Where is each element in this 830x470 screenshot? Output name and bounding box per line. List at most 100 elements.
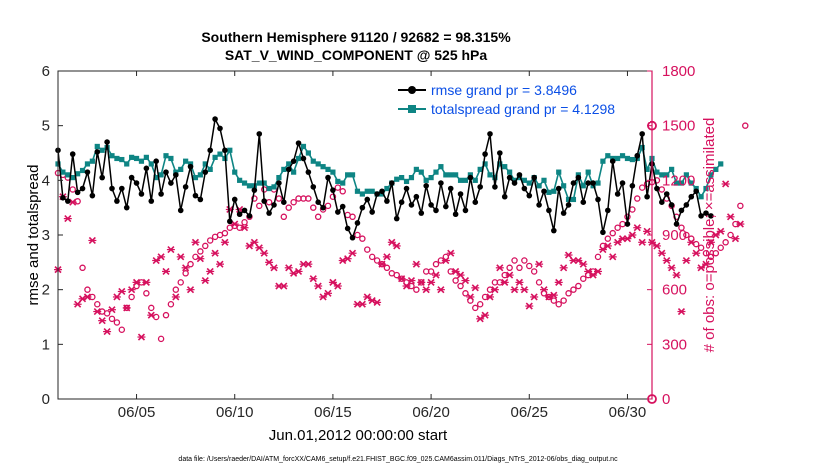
obs-assimilated-point: [265, 258, 274, 266]
rmse-point: [325, 174, 331, 181]
obs-assimilated-point: [186, 286, 195, 294]
rmse-point: [590, 180, 596, 186]
totalspread-point: [315, 161, 321, 167]
obs-count-layer: [54, 120, 749, 404]
totalspread-point: [669, 166, 675, 172]
rmse-point: [158, 191, 164, 197]
obs-assimilated-point: [540, 286, 548, 294]
obs-possible-point: [413, 286, 420, 293]
rmse-point: [698, 213, 704, 219]
rmse-point: [192, 192, 199, 199]
obs-assimilated-point: [579, 260, 588, 268]
totalspread-point: [335, 178, 341, 185]
obs-assimilated-point: [382, 253, 391, 261]
obs-assimilated-point: [564, 251, 573, 259]
rmse-point: [163, 169, 169, 175]
rmse-point: [231, 196, 238, 203]
obs-assimilated-point: [677, 307, 686, 316]
totalspread-point: [79, 167, 86, 174]
obs-possible-point: [128, 293, 135, 301]
totalspread-point: [359, 191, 365, 197]
obs-assimilated-point: [412, 260, 421, 268]
obs-assimilated-point: [171, 293, 180, 301]
obs-assimilated-point: [711, 231, 720, 239]
obs-assimilated-point: [638, 238, 647, 246]
totalspread-point: [408, 175, 415, 181]
obs-assimilated-point: [721, 180, 730, 188]
obs-possible-point: [707, 253, 715, 261]
y-left-tick-label: 2: [42, 282, 50, 299]
rmse-point: [551, 227, 557, 234]
obs-assimilated-point: [196, 255, 205, 263]
rmse-point: [443, 203, 449, 210]
obs-possible-point: [314, 213, 322, 221]
obs-assimilated-point: [112, 293, 121, 301]
obs-assimilated-point: [137, 333, 146, 341]
totalspread-point: [354, 188, 361, 194]
y-right-tick-label: 900: [662, 227, 687, 244]
rmse-point: [501, 193, 508, 200]
rmse-point: [138, 191, 145, 197]
rmse-point: [236, 211, 243, 218]
totalspread-point: [541, 177, 547, 183]
totalspread-point: [624, 155, 631, 162]
rmse-point: [143, 165, 150, 172]
totalspread-point: [678, 180, 685, 186]
totalspread-point: [713, 166, 719, 172]
rmse-point: [133, 180, 140, 186]
x-tick-label: 06/30: [609, 404, 647, 421]
rmse-point: [344, 225, 351, 232]
rmse-point: [708, 213, 714, 219]
rmse-point: [266, 210, 272, 216]
obs-assimilated-point: [486, 293, 494, 301]
obs-assimilated-point: [549, 291, 558, 299]
obs-assimilated-point: [481, 311, 490, 319]
obs-possible-point: [393, 271, 400, 279]
obs-possible-point: [555, 300, 562, 308]
rmse-point: [153, 158, 159, 164]
obs-assimilated-point: [304, 260, 313, 268]
obs-possible-point: [118, 326, 126, 334]
rmse-point: [644, 193, 650, 200]
chart-title-line1: Southern Hemisphere 91120 / 92682 = 98.3…: [201, 29, 511, 45]
totalspread-point: [345, 172, 351, 178]
obs-assimilated-point: [667, 264, 676, 272]
rmse-point: [541, 188, 547, 195]
obs-assimilated-point: [397, 275, 406, 283]
obs-assimilated-point: [554, 278, 563, 286]
totalspread-point: [443, 172, 449, 178]
totalspread-point: [168, 155, 174, 162]
obs-assimilated-point: [471, 284, 480, 292]
obs-possible-point: [167, 300, 175, 308]
rmse-point: [148, 198, 155, 204]
totalspread-point: [133, 155, 140, 162]
obs-assimilated-point: [436, 286, 445, 294]
totalspread-point: [94, 143, 100, 150]
legend-spread-label: totalspread grand pr = 4.1298: [431, 101, 615, 117]
totalspread-point: [266, 185, 272, 192]
obs-assimilated-point: [63, 215, 72, 223]
rmse-point: [69, 151, 76, 157]
obs-possible-point: [570, 286, 577, 293]
totalspread-point: [261, 180, 267, 186]
totalspread-point: [570, 196, 577, 203]
rmse-point: [673, 221, 680, 227]
rmse-point: [384, 198, 390, 204]
obs-possible-point: [550, 297, 558, 304]
rmse-point: [639, 131, 645, 137]
obs-possible-point: [241, 218, 248, 226]
obs-possible-point: [432, 260, 440, 268]
totalspread-point: [600, 158, 606, 164]
rmse-point: [521, 185, 528, 192]
rmse-point: [114, 198, 120, 204]
totalspread-point: [551, 188, 557, 194]
totalspread-point: [227, 147, 233, 153]
y-left-tick-label: 0: [42, 391, 50, 408]
obs-possible-point: [526, 262, 533, 270]
totalspread-point: [472, 177, 478, 183]
obs-assimilated-point: [451, 267, 460, 276]
totalspread-point: [477, 166, 483, 172]
obs-possible-point: [221, 229, 229, 237]
obs-assimilated-point: [98, 317, 107, 325]
obs-possible-point: [84, 286, 91, 293]
